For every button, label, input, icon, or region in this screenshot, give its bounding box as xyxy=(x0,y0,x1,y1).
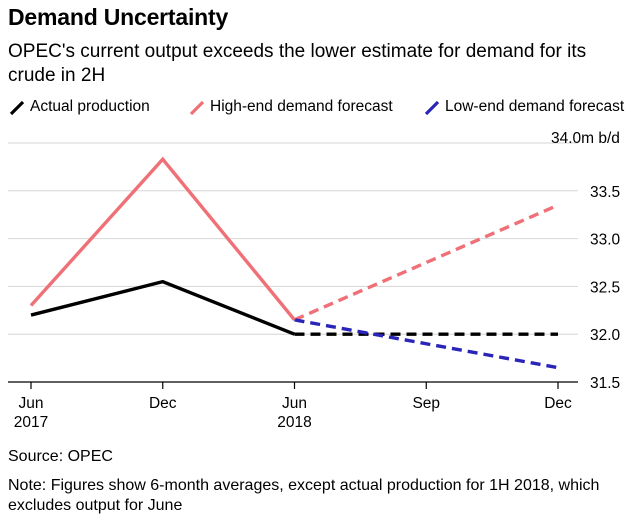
legend-swatch-high xyxy=(189,100,205,116)
x-tick-label: Dec xyxy=(544,395,572,412)
y-tick-label: 33.0 xyxy=(590,232,621,249)
series-line-low-projected xyxy=(294,318,559,370)
chart-subtitle: OPEC's current output exceeds the lower … xyxy=(8,41,587,86)
legend: Actual production High-end demand foreca… xyxy=(8,98,635,120)
y-tick-label: 34.0m b/d xyxy=(551,130,620,147)
y-tick-label: 33.5 xyxy=(590,184,620,201)
legend-label-actual: Actual production xyxy=(30,98,150,115)
legend-swatch-actual xyxy=(9,100,25,116)
x-tick-label: Dec xyxy=(149,395,177,412)
note-text: Note: Figures show 6-month averages, exc… xyxy=(8,477,600,514)
legend-label-low: Low-end demand forecast xyxy=(445,98,625,115)
source-text: Source: OPEC xyxy=(8,448,113,465)
series-line-high xyxy=(29,156,296,321)
chart-title: Demand Uncertainty xyxy=(8,4,229,30)
x-tick-label: Sep xyxy=(412,395,440,412)
x-tick-label-year: 2017 xyxy=(14,414,48,431)
y-tick-label: 32.5 xyxy=(590,279,620,296)
x-tick-label-year: 2018 xyxy=(277,414,311,431)
y-tick-label: 31.5 xyxy=(590,375,620,392)
line-chart: 34.0m b/d 33.5 33.0 32.5 32.0 31.5 Jun 2017 Dec J… xyxy=(8,130,621,431)
legend-swatch-low xyxy=(424,100,440,116)
series-line-high-projected xyxy=(293,203,559,322)
x-tick-label: Jun xyxy=(19,395,44,412)
series-line-actual xyxy=(30,279,296,336)
legend-label-high: High-end demand forecast xyxy=(210,98,393,115)
y-tick-label: 32.0 xyxy=(590,327,621,344)
x-tick-label: Jun xyxy=(282,395,307,412)
